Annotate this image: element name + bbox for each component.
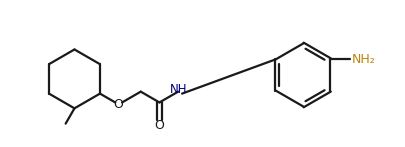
Text: NH₂: NH₂: [351, 53, 375, 66]
Text: O: O: [113, 98, 123, 111]
Text: O: O: [154, 118, 164, 132]
Text: NH: NH: [170, 83, 188, 96]
